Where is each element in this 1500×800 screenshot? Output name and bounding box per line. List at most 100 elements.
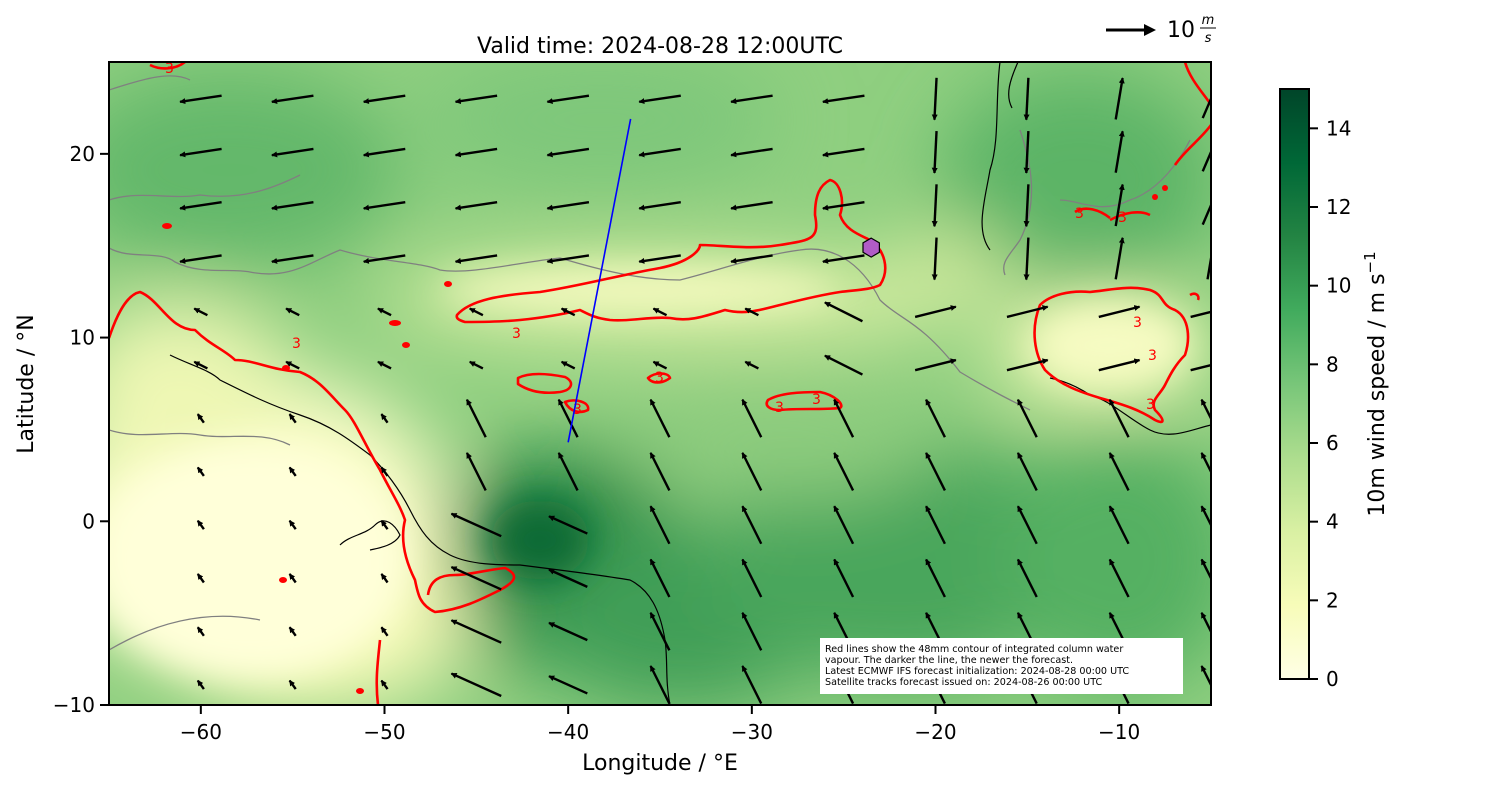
wind-arrow (1098, 305, 1141, 319)
wind-arrow (179, 200, 222, 211)
y-tick-label: 20 (70, 142, 95, 166)
wind-arrow (822, 254, 865, 264)
wind-arrow (1023, 237, 1030, 281)
wind-arrow (380, 413, 389, 424)
wind-arrow (925, 452, 946, 492)
wind-arrow (196, 573, 205, 584)
wind-arrow (362, 94, 406, 105)
wind-arrow (546, 147, 590, 158)
wind-arrow (196, 679, 205, 690)
wind-arrow (741, 505, 763, 545)
note-line: Red lines show the 48mm contour of integ… (825, 644, 1124, 655)
colorbar-ticks: 0 2 4 6 8 10 12 14 (1309, 116, 1351, 691)
wind-arrow (730, 200, 773, 211)
wind-arrow (652, 360, 668, 370)
wind-arrow (652, 307, 668, 317)
wind-arrow (1023, 130, 1030, 174)
wind-arrow (288, 626, 297, 637)
wind-arrow (925, 505, 946, 545)
wind-arrow (649, 505, 671, 545)
wind-arrow (833, 398, 855, 438)
wind-arrow (744, 360, 759, 370)
wind-arrow (824, 301, 863, 323)
x-tick-label: −40 (547, 720, 589, 744)
wind-arrow (1108, 452, 1130, 492)
wind-arrow (285, 307, 300, 317)
wind-arrow (649, 398, 671, 438)
note-line: vapour. The darker the line, the newer t… (825, 655, 1074, 666)
wind-arrow (741, 398, 763, 438)
wind-arrow (822, 147, 865, 158)
colorbar-tick-label: 0 (1326, 667, 1339, 691)
wind-arrow (288, 573, 297, 584)
quiver-key-label: 10 (1167, 18, 1195, 43)
wind-arrow (1201, 202, 1211, 226)
forecast-note: Red lines show the 48mm contour of integ… (820, 638, 1183, 694)
y-tick-label: 10 (70, 326, 95, 350)
wind-arrow (450, 512, 502, 538)
wind-arrow (362, 200, 406, 211)
contour-label: 3 (1148, 348, 1157, 364)
wind-arrow (271, 200, 314, 211)
colorbar-label: 10m wind speed / m s (1365, 273, 1390, 516)
wind-arrow (380, 573, 389, 584)
colorbar (1279, 88, 1310, 680)
wind-arrow (931, 77, 938, 121)
wind-arrow (548, 568, 588, 588)
wind-arrow (925, 398, 946, 438)
wind-arrow (380, 519, 389, 530)
wind-arrow (744, 307, 759, 317)
wind-arrow (730, 254, 773, 264)
wind-arrow (454, 254, 498, 264)
contour-label: 3 (655, 370, 664, 386)
wind-arrow (377, 307, 392, 317)
wind-arrow (454, 147, 498, 158)
wind-arrow (546, 94, 590, 105)
x-axis: −60 −50 −40 −30 −20 −10 (180, 705, 1140, 744)
wind-arrow (548, 515, 588, 535)
wind-arrow (450, 619, 502, 644)
wind-arrow (179, 147, 222, 158)
y-axis-label: Latitude / °N (14, 314, 39, 453)
colorbar-tick-label: 12 (1326, 195, 1351, 219)
wind-arrow (638, 254, 681, 264)
x-tick-label: −20 (914, 720, 956, 744)
contour-label: 3 (1075, 206, 1084, 222)
colorbar-tick-label: 6 (1326, 431, 1339, 455)
wind-arrow (1200, 612, 1211, 635)
wind-arrow (649, 558, 671, 598)
hexagon-marker-icon (862, 237, 881, 258)
wind-arrow (741, 452, 763, 492)
wind-arrow (196, 413, 205, 424)
colorbar-label-group: 10m wind speed / m s−1 (1361, 251, 1390, 516)
wind-arrow (193, 307, 208, 317)
wind-arrow (1006, 305, 1049, 319)
wind-arrow (1200, 398, 1211, 422)
y-tick-label: −10 (53, 693, 95, 717)
colorbar-tick-label: 8 (1326, 352, 1339, 376)
contour-label: 3 (165, 61, 174, 77)
wind-arrow (741, 558, 763, 598)
wind-arrow (1108, 558, 1130, 598)
quiver-key: 10 m s (1106, 13, 1216, 46)
wind-arrow (1200, 558, 1211, 581)
note-line: Satellite tracks forecast issued on: 202… (825, 677, 1103, 688)
wind-arrow (179, 94, 222, 105)
wind-arrow (1201, 95, 1211, 119)
wind-arrow (1200, 452, 1211, 475)
wind-arrow (1098, 358, 1141, 372)
wind-arrow (914, 305, 957, 319)
wind-arrow (822, 200, 865, 211)
wind-arrow (833, 558, 855, 598)
wind-arrow (362, 147, 406, 158)
wind-arrow (196, 519, 205, 530)
contour-label: 3 (292, 336, 301, 352)
wind-arrow (741, 612, 763, 651)
wind-arrow (649, 452, 671, 492)
wind-arrow (196, 466, 205, 477)
wind-arrow (649, 612, 671, 651)
wind-arrow (196, 626, 205, 637)
wind-arrow (380, 626, 389, 637)
wind-arrow (931, 237, 938, 281)
